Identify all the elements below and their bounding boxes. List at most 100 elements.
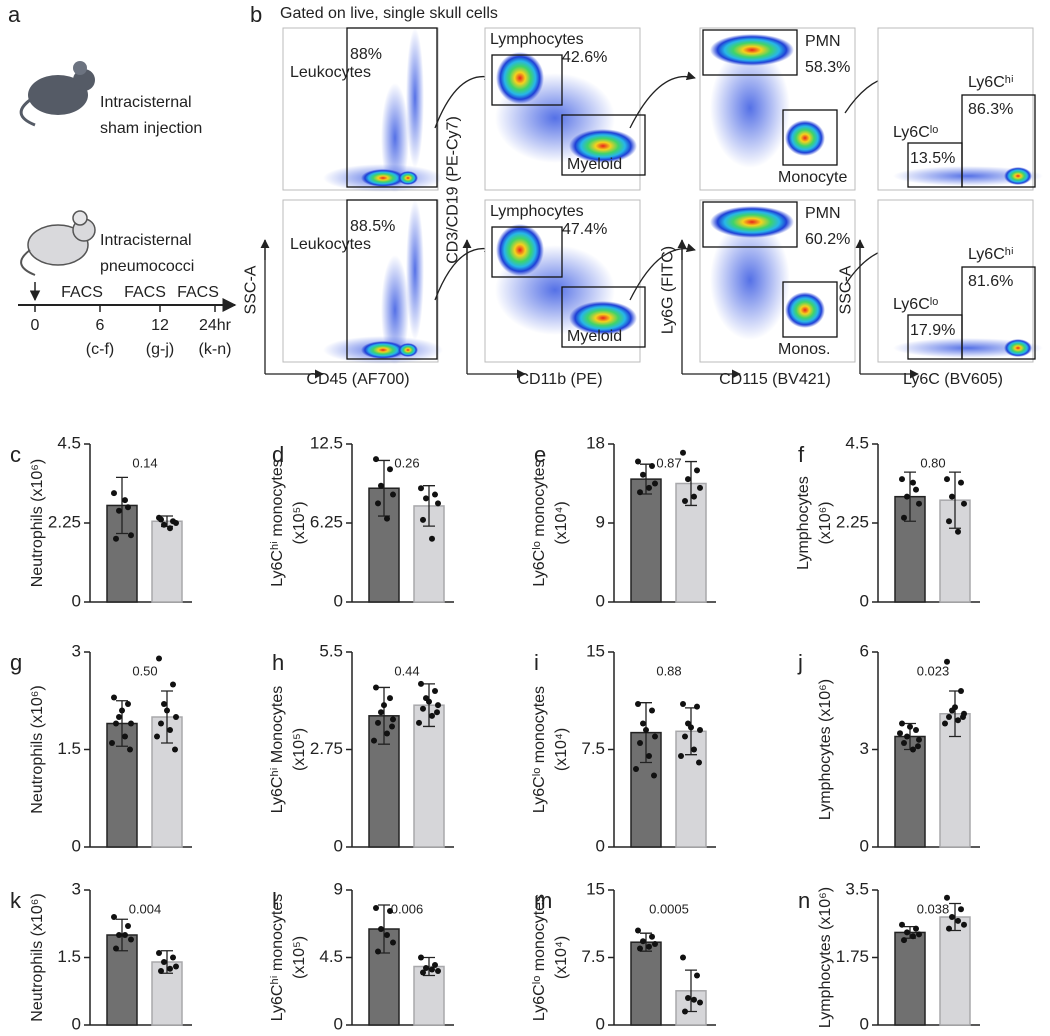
data-point bbox=[680, 449, 686, 456]
data-point bbox=[122, 497, 128, 504]
gate bbox=[561, 114, 646, 176]
data-point bbox=[949, 914, 955, 920]
data-point bbox=[167, 727, 173, 733]
y-tick-label: 0 bbox=[860, 591, 869, 610]
bar bbox=[413, 704, 445, 848]
data-point bbox=[960, 714, 966, 720]
data-point bbox=[387, 466, 393, 473]
bar bbox=[151, 520, 183, 603]
y-axis-label: Ly6Cˡᵒ monocytes bbox=[531, 686, 548, 813]
y-tick-label: 1.5 bbox=[57, 739, 81, 758]
data-point bbox=[390, 939, 396, 946]
data-point bbox=[904, 929, 910, 936]
y-axis-label: (x10⁵) bbox=[291, 936, 308, 979]
gate bbox=[561, 286, 646, 348]
gate-label: Ly6Cˡᵒ bbox=[893, 296, 938, 313]
data-point bbox=[682, 1008, 688, 1015]
gate-label: Ly6Cʰⁱ bbox=[968, 246, 1014, 263]
group-label: Intracisternal bbox=[100, 94, 192, 111]
p-value: 0.26 bbox=[394, 455, 419, 470]
data-point bbox=[640, 720, 646, 727]
y-axis-label: Lymphocytes bbox=[795, 476, 812, 570]
data-point bbox=[420, 705, 426, 712]
panel-letter: b bbox=[250, 2, 262, 27]
panel-ref: (c-f) bbox=[86, 341, 114, 358]
p-value: 0.023 bbox=[917, 663, 950, 678]
error-bar bbox=[423, 485, 435, 527]
density bbox=[893, 338, 1043, 358]
data-point bbox=[387, 695, 393, 702]
y-axis-label: (x10⁴) bbox=[553, 936, 570, 979]
data-point bbox=[420, 516, 426, 523]
gate bbox=[702, 201, 798, 248]
y-tick-label: 5.5 bbox=[319, 641, 343, 660]
y-tick-label: 0 bbox=[72, 591, 81, 610]
gate-label: Monocyte bbox=[778, 169, 847, 186]
y-tick-label: 0 bbox=[334, 836, 343, 855]
y-tick-label: 2.25 bbox=[836, 512, 869, 531]
data-point bbox=[158, 720, 164, 727]
data-point bbox=[646, 943, 652, 950]
axis-arrows bbox=[466, 240, 525, 374]
gate bbox=[491, 226, 563, 278]
data-point bbox=[635, 458, 641, 465]
data-point bbox=[426, 698, 432, 705]
density bbox=[361, 341, 405, 359]
data-point bbox=[955, 528, 961, 535]
data-point bbox=[125, 923, 131, 929]
data-point bbox=[944, 894, 950, 901]
y-tick-label: 0 bbox=[334, 1014, 343, 1033]
density bbox=[785, 120, 825, 156]
panel-letter: k bbox=[10, 888, 22, 913]
data-point bbox=[961, 500, 967, 507]
y-tick-label: 6 bbox=[860, 641, 869, 660]
gate-label: Ly6Cˡᵒ bbox=[893, 124, 938, 141]
error-bar bbox=[423, 956, 435, 977]
data-point bbox=[652, 733, 658, 740]
bar bbox=[894, 735, 926, 848]
data-point bbox=[646, 753, 652, 759]
data-point bbox=[170, 681, 176, 688]
data-point bbox=[955, 917, 961, 924]
panel-letter: i bbox=[534, 650, 539, 675]
data-point bbox=[384, 730, 390, 737]
data-point bbox=[113, 945, 119, 952]
data-point bbox=[680, 954, 686, 961]
data-point bbox=[949, 493, 955, 500]
data-point bbox=[371, 737, 377, 744]
bar bbox=[939, 916, 971, 1026]
gate bbox=[346, 27, 438, 188]
density bbox=[785, 292, 825, 328]
y-tick-label: 3 bbox=[860, 739, 869, 758]
data-point bbox=[682, 733, 688, 740]
data-point bbox=[435, 968, 441, 974]
event-label: FACS bbox=[124, 284, 166, 301]
y-axis-label: (x10⁴) bbox=[553, 501, 570, 544]
data-point bbox=[158, 968, 164, 974]
data-point bbox=[429, 535, 435, 542]
data-point bbox=[173, 963, 179, 970]
data-point bbox=[429, 966, 435, 973]
data-point bbox=[682, 498, 688, 505]
gate-label: Monos. bbox=[778, 341, 830, 358]
data-point bbox=[128, 936, 134, 943]
y-axis-label: Neutrophils (x10⁶) bbox=[29, 685, 46, 813]
density bbox=[710, 206, 794, 238]
y-axis-label: Ly6Cʰⁱ monocytes bbox=[269, 894, 286, 1022]
density bbox=[710, 220, 790, 340]
data-point bbox=[899, 720, 905, 727]
gate-label: 81.6% bbox=[968, 273, 1013, 290]
y-tick-label: 1.75 bbox=[836, 947, 869, 966]
data-point bbox=[156, 950, 162, 956]
axis-arrows bbox=[264, 240, 323, 374]
data-point bbox=[946, 518, 952, 525]
data-point bbox=[907, 723, 913, 730]
gate-arrow bbox=[629, 243, 696, 301]
x-axis-label: CD45 (AF700) bbox=[306, 371, 409, 388]
data-point bbox=[652, 941, 658, 947]
data-point bbox=[697, 484, 703, 491]
timeline-label: 24hr bbox=[199, 317, 232, 334]
density bbox=[710, 48, 790, 168]
y-tick-label: 18 bbox=[586, 433, 605, 452]
